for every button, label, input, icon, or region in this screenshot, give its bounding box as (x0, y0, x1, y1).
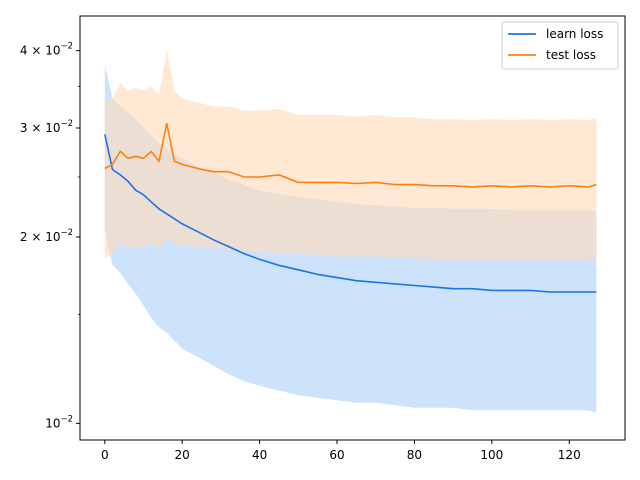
legend: learn loss test loss (501, 21, 619, 70)
x-tick-label: 60 (329, 448, 344, 462)
confidence-bands (104, 50, 597, 413)
x-tick-label: 100 (480, 448, 503, 462)
x-tick-label: 40 (252, 448, 267, 462)
x-tick-label: 0 (101, 448, 109, 462)
series-lines (104, 122, 597, 293)
y-tick-label: 4 × 10−2 (20, 42, 73, 58)
y-tick-label: 10−2 (45, 414, 73, 430)
x-tick-label: 120 (558, 448, 581, 462)
plot-area-frame (79, 15, 626, 441)
x-tick-label: 80 (407, 448, 422, 462)
y-tick-label: 3 × 10−2 (20, 119, 73, 135)
line-learn-loss (104, 134, 597, 293)
line-test-loss (104, 122, 597, 188)
legend-label: test loss (546, 48, 596, 62)
y-tick-label: 2 × 10−2 (20, 228, 73, 244)
legend-label: learn loss (546, 27, 603, 41)
x-axis: 0 20 40 60 80 100 120 (101, 440, 581, 462)
band-test-loss (104, 50, 597, 260)
y-axis: 10−2 2 × 10−2 3 × 10−2 4 × 10−2 (20, 42, 80, 430)
x-tick-label: 20 (175, 448, 190, 462)
